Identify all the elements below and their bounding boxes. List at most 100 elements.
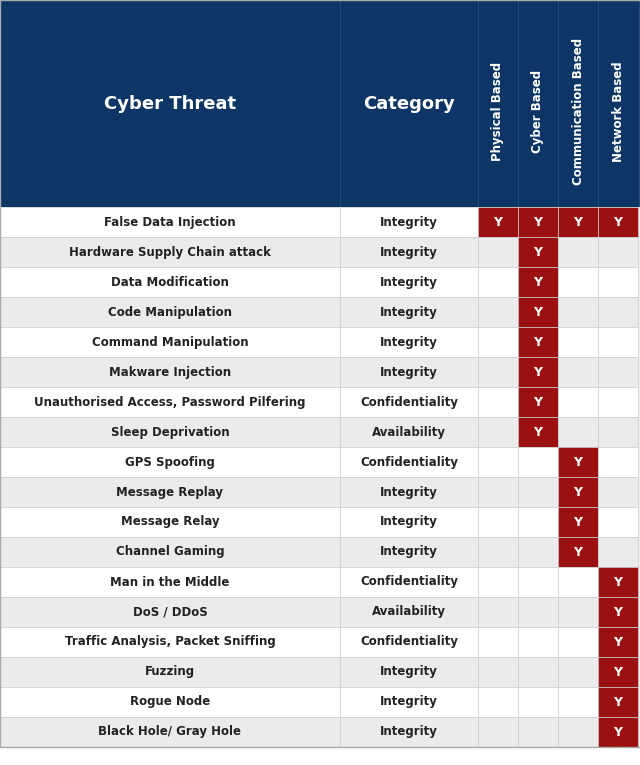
Bar [598, 357, 638, 387]
Text: Rogue Node: Rogue Node [130, 695, 210, 708]
Text: Physical Based: Physical Based [492, 62, 504, 161]
Bar [558, 237, 598, 267]
Bar [340, 327, 478, 357]
Text: Channel Gaming: Channel Gaming [116, 545, 224, 558]
Bar [478, 717, 518, 747]
Text: Y: Y [573, 545, 582, 558]
Text: Traffic Analysis, Packet Sniffing: Traffic Analysis, Packet Sniffing [65, 636, 275, 649]
Bar [0, 0, 640, 207]
Bar [558, 327, 598, 357]
Bar [558, 567, 598, 597]
Bar [0, 717, 340, 747]
Text: Integrity: Integrity [380, 486, 438, 499]
Text: Category: Category [363, 95, 455, 112]
Bar [478, 207, 518, 237]
Bar [598, 477, 638, 507]
Bar [0, 237, 340, 267]
Text: Y: Y [534, 275, 543, 288]
Text: Cyber Threat: Cyber Threat [104, 95, 236, 112]
Text: Y: Y [614, 666, 623, 679]
Text: False Data Injection: False Data Injection [104, 216, 236, 229]
Bar [598, 237, 638, 267]
Text: Network Based: Network Based [611, 61, 625, 162]
Bar [0, 357, 340, 387]
Bar [558, 267, 598, 297]
Bar [478, 267, 518, 297]
Bar [518, 567, 558, 597]
Bar [598, 597, 638, 627]
Bar [340, 357, 478, 387]
Bar [598, 537, 638, 567]
Text: Integrity: Integrity [380, 336, 438, 349]
Bar [478, 0, 479, 207]
Bar [478, 597, 518, 627]
Bar [518, 417, 558, 447]
Text: Availability: Availability [372, 606, 446, 618]
Text: Y: Y [534, 396, 543, 409]
Bar [340, 597, 478, 627]
Bar [340, 447, 478, 477]
Text: Black Hole/ Gray Hole: Black Hole/ Gray Hole [99, 725, 241, 738]
Bar [558, 297, 598, 327]
Bar [518, 597, 558, 627]
Bar [558, 417, 598, 447]
Bar [340, 687, 478, 717]
Bar [518, 297, 558, 327]
Bar [340, 207, 478, 237]
Text: Sleep Deprivation: Sleep Deprivation [111, 425, 229, 438]
Bar [0, 627, 340, 657]
Bar [0, 267, 340, 297]
Text: GPS Spoofing: GPS Spoofing [125, 455, 215, 468]
Bar [478, 447, 518, 477]
Bar [0, 327, 340, 357]
Bar [0, 597, 340, 627]
Bar [598, 657, 638, 687]
Bar [340, 627, 478, 657]
Bar [478, 627, 518, 657]
Text: Communication Based: Communication Based [572, 38, 584, 185]
Bar [0, 387, 340, 417]
Text: Message Relay: Message Relay [121, 516, 220, 529]
Bar [558, 447, 598, 477]
Bar [478, 297, 518, 327]
Text: Command Manipulation: Command Manipulation [92, 336, 248, 349]
Text: Y: Y [534, 366, 543, 379]
Bar [598, 717, 638, 747]
Bar [518, 537, 558, 567]
Bar [340, 477, 478, 507]
Bar [518, 477, 558, 507]
Bar [0, 507, 340, 537]
Bar [518, 237, 558, 267]
Text: Y: Y [614, 725, 623, 738]
Text: Makware Injection: Makware Injection [109, 366, 231, 379]
Bar [518, 717, 558, 747]
Text: Integrity: Integrity [380, 666, 438, 679]
Bar [478, 327, 518, 357]
Text: Integrity: Integrity [380, 516, 438, 529]
Bar [340, 297, 478, 327]
Bar [598, 327, 638, 357]
Text: Unauthorised Access, Password Pilfering: Unauthorised Access, Password Pilfering [35, 396, 306, 409]
Bar [598, 417, 638, 447]
Bar [518, 0, 519, 207]
Text: Y: Y [573, 216, 582, 229]
Bar [478, 687, 518, 717]
Text: Y: Y [573, 516, 582, 529]
Bar [598, 0, 599, 207]
Bar [598, 507, 638, 537]
Bar [0, 417, 340, 447]
Bar [478, 357, 518, 387]
Bar [558, 477, 598, 507]
Text: Y: Y [573, 486, 582, 499]
Bar [0, 687, 340, 717]
Bar [0, 207, 340, 237]
Bar [518, 507, 558, 537]
Bar [598, 687, 638, 717]
Text: Confidentiality: Confidentiality [360, 455, 458, 468]
Bar [518, 327, 558, 357]
Text: Y: Y [493, 216, 502, 229]
Bar [478, 537, 518, 567]
Bar [518, 687, 558, 717]
Text: Fuzzing: Fuzzing [145, 666, 195, 679]
Text: Y: Y [534, 425, 543, 438]
